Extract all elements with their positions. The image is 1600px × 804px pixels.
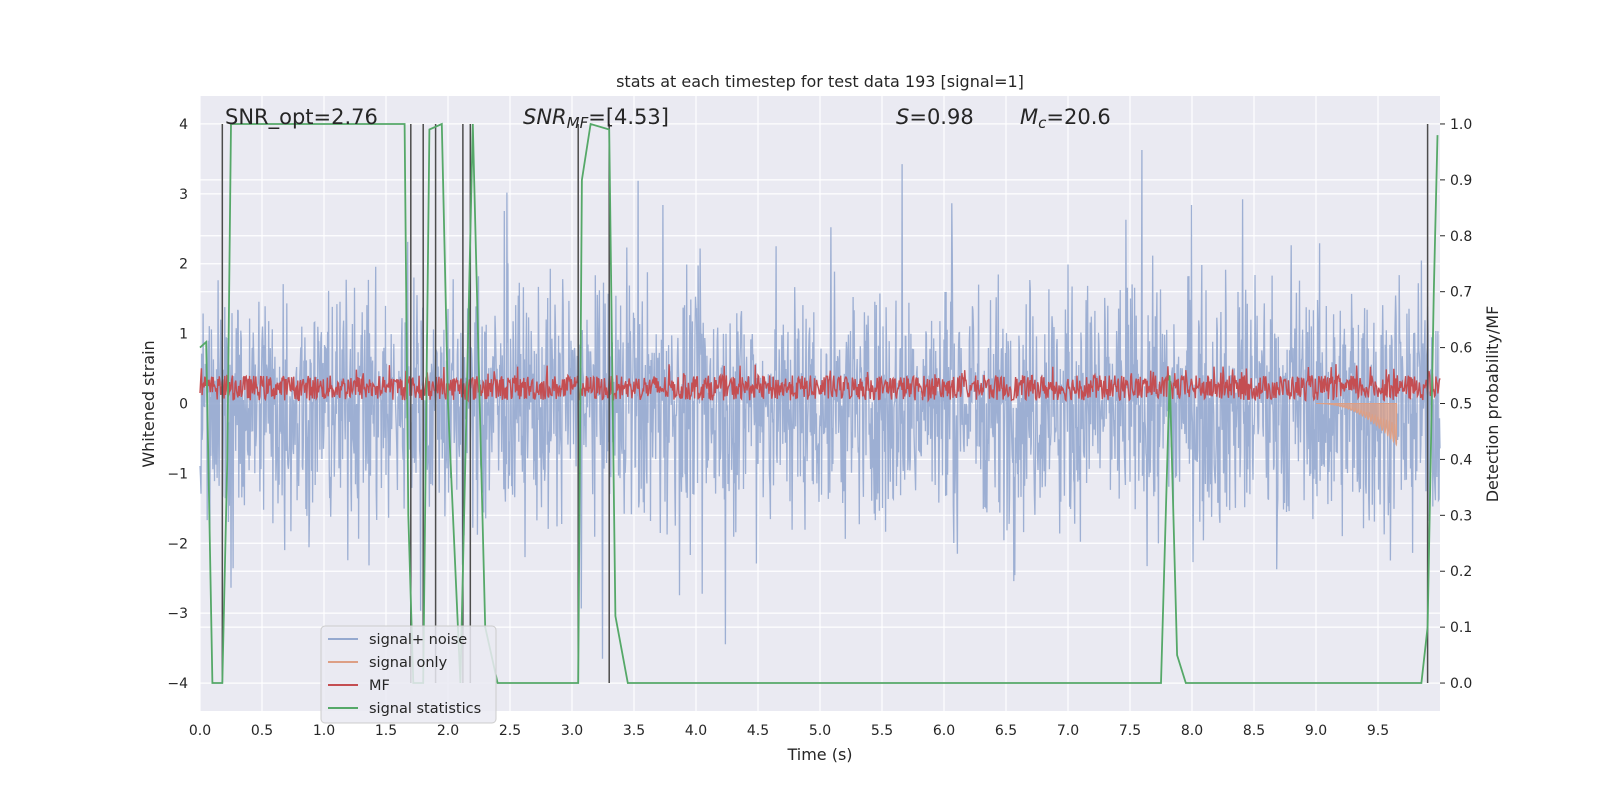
y-left-tick-label: 4 <box>179 117 188 133</box>
annotation-s: S=0.98 <box>896 105 974 129</box>
legend-label-signal-statistics: signal statistics <box>369 701 481 717</box>
x-tick-label: 5.5 <box>871 723 893 739</box>
y-right-tick-label: 0.0 <box>1450 676 1472 692</box>
y-right-tick-label: 0.3 <box>1450 508 1472 524</box>
x-tick-label: 5.0 <box>809 723 831 739</box>
annotation-snr-mf: SNRMF=[4.53] <box>523 105 669 132</box>
series-signal-statistics <box>199 122 1439 684</box>
y-left-tick-label: −2 <box>167 536 188 552</box>
x-tick-label: 1.5 <box>375 723 397 739</box>
series-layer <box>199 122 1441 684</box>
annotation-s-base: S <box>896 105 909 129</box>
x-tick-labels: 0.0 0.5 1.0 1.5 2.0 2.5 3.0 3.5 4.0 4.5 5.0 5.5 6.0 6… <box>189 723 1389 739</box>
x-tick-label: 9.5 <box>1367 723 1389 739</box>
y-left-tick-labels: −4 −3 −2 −1 0 1 2 3 4 <box>167 117 188 692</box>
legend-box <box>320 625 497 724</box>
y-left-axis-label: Whitened strain <box>139 340 158 467</box>
x-tick-label: 7.0 <box>1057 723 1079 739</box>
y-left-tick-label: −3 <box>167 606 188 622</box>
x-tick-label: 9.0 <box>1305 723 1327 739</box>
annotation-mc-sub: c <box>1038 114 1047 132</box>
annotation-s-value: =0.98 <box>909 105 973 129</box>
y-left-tick-label: 2 <box>179 257 188 273</box>
y-right-tick-label: 0.5 <box>1450 397 1472 413</box>
legend-label-signal-only: signal only <box>369 655 448 671</box>
y-right-tick-label: 1.0 <box>1450 117 1472 133</box>
x-tick-label: 6.5 <box>995 723 1017 739</box>
legend-label-signal-noise: signal+ noise <box>369 632 467 648</box>
y-right-tick-label: 0.2 <box>1450 564 1472 580</box>
annotation-snr-mf-sub: MF <box>567 114 589 132</box>
annotation-snr-mf-value: =[4.53] <box>588 105 669 129</box>
x-tick-label: 1.0 <box>313 723 335 739</box>
y-right-tick-labels: 0.0 0.1 0.2 0.3 0.4 0.5 0.6 0.7 0.8 0.9 1.0 <box>1440 117 1472 692</box>
y-right-tick-label: 0.1 <box>1450 620 1472 636</box>
x-tick-label: 0.0 <box>189 723 211 739</box>
chart-title: stats at each timestep for test data 193… <box>616 72 1024 91</box>
y-right-tick-label: 0.4 <box>1450 452 1472 468</box>
x-tick-label: 4.0 <box>685 723 707 739</box>
annotation-mc: Mc=20.6 <box>1020 105 1111 132</box>
x-tick-label: 6.0 <box>933 723 955 739</box>
x-axis-label: Time (s) <box>786 745 852 764</box>
x-tick-label: 3.5 <box>623 723 645 739</box>
legend-label-mf: MF <box>369 678 390 694</box>
y-left-tick-label: −1 <box>167 466 188 482</box>
x-tick-label: 8.5 <box>1243 723 1265 739</box>
legend: signal+ noise signal only MF signal stat… <box>320 625 497 724</box>
annotation-snr-mf-base: SNR <box>523 105 567 129</box>
annotation-snr-opt: SNR_opt=2.76 <box>225 105 378 130</box>
series-signal-only <box>1316 403 1398 447</box>
y-right-tick-label: 0.7 <box>1450 285 1472 301</box>
y-right-tick-label: 0.8 <box>1450 229 1472 245</box>
x-tick-label: 7.5 <box>1119 723 1141 739</box>
y-left-tick-label: 1 <box>179 327 188 343</box>
y-left-tick-label: 3 <box>179 187 188 203</box>
y-left-tick-label: 0 <box>179 397 188 413</box>
y-right-tick-label: 0.6 <box>1450 341 1472 357</box>
x-tick-label: 0.5 <box>251 723 273 739</box>
annotation-mc-base: M <box>1020 105 1038 129</box>
x-tick-label: 2.5 <box>499 723 521 739</box>
annotation-mc-value: =20.6 <box>1046 105 1110 129</box>
x-tick-label: 3.0 <box>561 723 583 739</box>
x-tick-label: 8.0 <box>1181 723 1203 739</box>
y-left-tick-label: −4 <box>167 676 188 692</box>
y-right-tick-label: 0.9 <box>1450 173 1472 189</box>
x-tick-label: 2.0 <box>437 723 459 739</box>
y-right-axis-label: Detection probability/MF <box>1483 306 1502 503</box>
x-tick-label: 4.5 <box>747 723 769 739</box>
